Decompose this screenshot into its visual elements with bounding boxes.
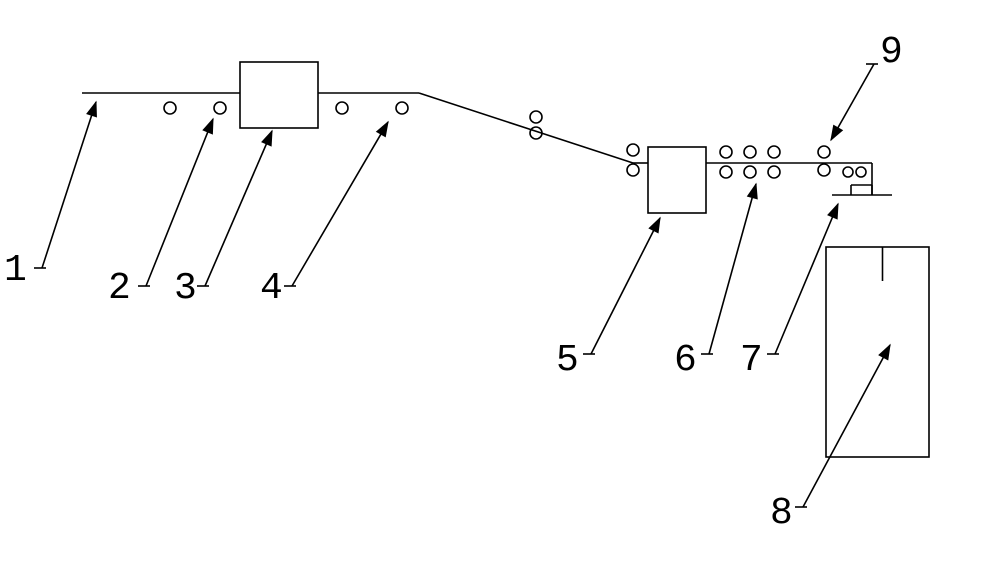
part-1-label: 1 [4, 249, 27, 292]
roller-4b [396, 102, 408, 114]
part-1-leader [42, 102, 96, 268]
part-1-arrowhead [87, 100, 101, 116]
part-7-arrowhead [828, 202, 843, 219]
part-5-leader [591, 218, 660, 354]
roller-end-1 [843, 167, 853, 177]
part-4-leader [292, 122, 388, 286]
roller-4a [336, 102, 348, 114]
part-7-label: 7 [740, 339, 763, 382]
part-6-arrowhead [748, 183, 761, 199]
slope-line [419, 93, 633, 163]
roller-6b-bot [744, 166, 756, 178]
roller-6c-top [768, 146, 780, 158]
roller-pair-mid-top [530, 111, 542, 123]
roller-6c-bot [768, 166, 780, 178]
part-5-label: 5 [556, 339, 579, 382]
part-2-arrowhead [203, 117, 218, 134]
part-8-label: 8 [770, 492, 793, 535]
roller-2a [164, 102, 176, 114]
roller-2b [214, 102, 226, 114]
roller-pair-entry-top [627, 144, 639, 156]
part-3-leader [205, 131, 272, 286]
part-6-label: 6 [674, 339, 697, 382]
part-4-label: 4 [260, 267, 283, 310]
part-callouts: 123456789 [4, 31, 903, 535]
roller-6a-bot [720, 166, 732, 178]
part-2-leader [146, 119, 213, 286]
roller-9-top [818, 146, 830, 158]
roller-6b-top [744, 146, 756, 158]
roller-6a-top [720, 146, 732, 158]
part-3-arrowhead [262, 129, 277, 146]
part-3-label: 3 [174, 267, 197, 310]
roller-9-bot [818, 164, 830, 176]
part-8-leader [803, 345, 890, 507]
part-7-leader [775, 204, 838, 354]
diagram-geometry [82, 62, 929, 457]
part-9-arrowhead [827, 125, 843, 142]
box8-rect [826, 247, 929, 457]
box3-rect [240, 62, 318, 128]
part-5-arrowhead [649, 216, 664, 233]
part-2-label: 2 [108, 267, 131, 310]
part-6-leader [709, 184, 756, 354]
part-9-label: 9 [880, 31, 903, 74]
box5-rect [648, 147, 706, 213]
roller-pair-entry-bot [627, 164, 639, 176]
part-4-arrowhead [377, 120, 393, 137]
roller-end-2 [856, 167, 866, 177]
part-8-arrowhead [879, 343, 894, 360]
schematic-diagram: 123456789 [0, 0, 1000, 561]
